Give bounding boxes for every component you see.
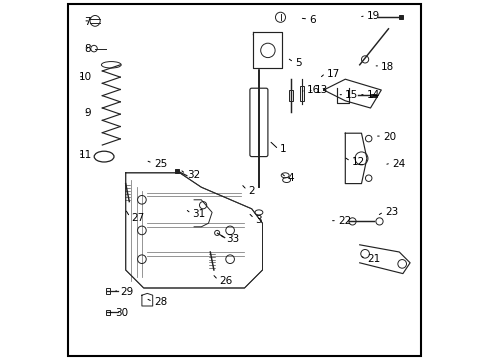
Text: 24: 24: [391, 159, 405, 169]
Text: 26: 26: [219, 276, 232, 286]
Text: 14: 14: [366, 90, 379, 100]
Text: 16: 16: [306, 85, 319, 95]
Bar: [105, 310, 110, 315]
Text: 22: 22: [337, 216, 351, 226]
Bar: [370, 94, 375, 97]
Bar: [175, 169, 179, 173]
Text: 5: 5: [294, 58, 301, 68]
Text: 29: 29: [120, 287, 133, 297]
Text: 15: 15: [345, 90, 358, 100]
Bar: [299, 86, 304, 101]
Text: 31: 31: [192, 209, 205, 219]
Bar: [398, 15, 402, 19]
Text: 6: 6: [309, 15, 315, 25]
Polygon shape: [253, 32, 282, 68]
Text: 8: 8: [84, 44, 91, 54]
Text: 27: 27: [131, 213, 144, 223]
Text: 23: 23: [384, 207, 397, 217]
Text: 32: 32: [186, 170, 200, 180]
Text: 25: 25: [153, 159, 167, 169]
Text: 17: 17: [326, 69, 339, 79]
Text: 12: 12: [351, 157, 364, 167]
Text: 19: 19: [366, 11, 379, 21]
Text: 28: 28: [153, 297, 167, 307]
Text: 13: 13: [314, 85, 327, 95]
Text: 20: 20: [382, 132, 395, 142]
Bar: [105, 288, 110, 294]
Text: 11: 11: [79, 150, 92, 160]
Text: 21: 21: [366, 254, 379, 264]
Text: 1: 1: [279, 144, 286, 154]
Text: 3: 3: [255, 215, 262, 225]
Text: 2: 2: [247, 186, 254, 196]
Text: 33: 33: [226, 234, 239, 244]
Text: 18: 18: [381, 62, 394, 72]
Text: 7: 7: [84, 17, 91, 27]
Text: 4: 4: [287, 173, 294, 183]
Text: 9: 9: [84, 108, 91, 118]
Text: 10: 10: [79, 72, 92, 82]
Text: 30: 30: [115, 308, 128, 318]
Bar: [288, 90, 293, 101]
